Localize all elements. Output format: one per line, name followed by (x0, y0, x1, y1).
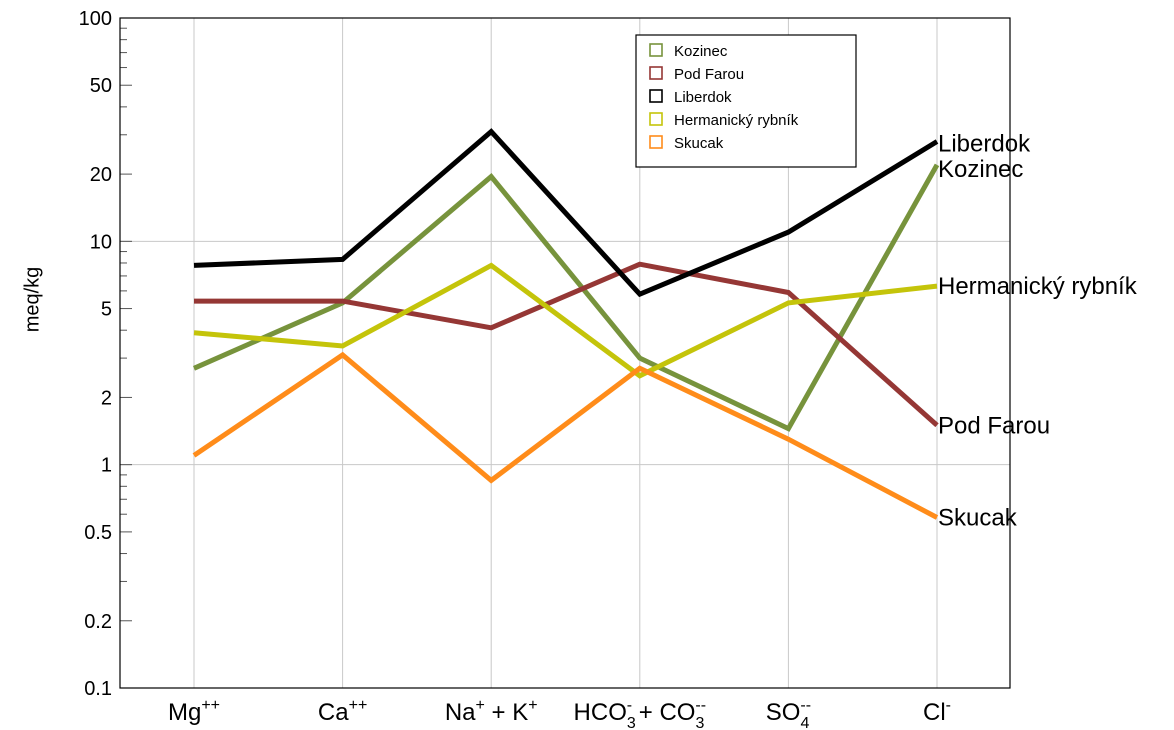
legend: Kozinec Pod Farou Liberdok Hermanický rybní… (635, 34, 857, 168)
x-tick-label: Ca++ (318, 697, 367, 726)
plot-area-frame (119, 17, 1011, 689)
y-tick-labels: 0.1 0.2 0.5 1 2 5 10 20 50 100 (79, 8, 112, 700)
y-axis-label: meq/kg (21, 266, 44, 333)
gridlines (120, 18, 1010, 688)
legend-swatch (649, 43, 663, 57)
legend-swatch (649, 66, 663, 80)
legend-label: Liberdok (674, 89, 732, 106)
end-label: Kozinec (938, 156, 1023, 183)
x-tick-label: Mg++ (168, 697, 220, 726)
legend-label: Kozinec (674, 43, 728, 60)
legend-label: Skucak (674, 135, 724, 152)
series-line-hermanick-rybn-k (193, 262, 938, 379)
x-tick-label: HCO3- + CO3-- (574, 697, 707, 730)
legend-swatch (649, 112, 663, 126)
y-minor-ticks (120, 17, 132, 689)
legend-swatch (649, 135, 663, 149)
end-label: Hermanický rybník (938, 273, 1138, 300)
x-tick-labels: Mg++ Ca++ Na+ + K+ HCO3- + CO3-- SO4-- Cl- (168, 697, 951, 730)
x-tick-label: Cl- (923, 697, 951, 726)
x-tick-label: Na+ + K+ (445, 697, 538, 726)
x-tick-label: SO4-- (766, 697, 811, 730)
end-label: Pod Farou (938, 412, 1050, 439)
y-tick-label: 10 (90, 231, 112, 253)
y-tick-label: 0.5 (84, 522, 112, 544)
end-label: Liberdok (938, 130, 1031, 157)
y-tick-label: 1 (101, 455, 112, 477)
y-tick-label: 20 (90, 164, 112, 186)
legend-label: Hermanický rybník (674, 112, 799, 129)
y-axis-label-wrap: meq/kg (10, 260, 70, 340)
y-tick-label: 0.1 (84, 678, 112, 700)
y-tick-label: 0.2 (84, 611, 112, 633)
y-tick-label: 100 (79, 8, 112, 30)
end-label: Skucak (938, 505, 1018, 532)
series-line-skucak (192, 351, 939, 520)
series-line-pod-farou (194, 261, 939, 428)
y-tick-label: 50 (90, 75, 112, 97)
legend-swatch (649, 89, 663, 103)
y-tick-label: 5 (101, 299, 112, 321)
series-line-liberdok (193, 128, 939, 298)
legend-box (635, 34, 857, 168)
series-lines (192, 128, 940, 520)
y-tick-label: 2 (101, 387, 112, 409)
legend-label: Pod Farou (674, 66, 744, 83)
series-line-kozinec (192, 163, 940, 432)
